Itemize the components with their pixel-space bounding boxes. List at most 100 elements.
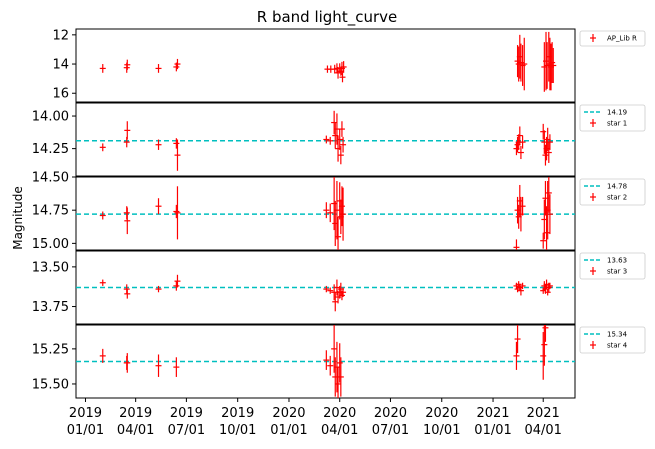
data-point — [550, 47, 557, 84]
panel-frame — [75, 28, 576, 103]
y-tick-label: 14 — [52, 58, 69, 73]
data-point — [155, 285, 162, 293]
data-point — [544, 289, 551, 296]
legend-label: 15.34 — [607, 331, 628, 339]
panel-star4: 15.25 15.50 15.34 star 4 — [32, 324, 646, 399]
panel-star3: 13.50 13.75 13.63 star 3 — [32, 250, 646, 325]
data-point — [331, 325, 338, 373]
data-point — [519, 135, 526, 149]
data-point — [340, 136, 347, 153]
data-point — [543, 31, 550, 91]
data-point — [540, 332, 547, 380]
data-point — [338, 121, 345, 137]
y-tick-label: 15.00 — [32, 237, 69, 252]
data-point — [323, 202, 330, 219]
x-tick-label: 01/01 — [270, 423, 307, 438]
data-point — [545, 142, 552, 163]
data-point — [174, 274, 181, 288]
x-tick-label: 04/01 — [524, 423, 561, 438]
x-tick-label: 07/01 — [168, 423, 205, 438]
y-tick-label: 13.75 — [32, 300, 69, 315]
data-point — [513, 239, 520, 250]
panel-ap-lib: 12 14 16 AP_Lib R — [52, 28, 646, 103]
data-point — [519, 282, 526, 290]
data-point — [124, 207, 131, 235]
data-point — [338, 186, 345, 227]
y-tick-label: 13.50 — [32, 260, 69, 275]
data-point — [323, 350, 330, 370]
data-point — [514, 325, 521, 354]
data-point — [340, 61, 347, 73]
x-tick-label: 2019 — [119, 406, 152, 421]
x-tick-label: 2021 — [476, 406, 509, 421]
data-point — [124, 121, 131, 140]
data-point — [515, 281, 522, 288]
x-tick-label: 01/01 — [474, 423, 511, 438]
x-tick-label: 10/01 — [219, 423, 256, 438]
legend-ap-lib: AP_Lib R — [579, 30, 646, 47]
data-point — [540, 232, 547, 249]
x-tick-label: 2019 — [221, 406, 254, 421]
legend-label: star 1 — [607, 120, 627, 128]
data-point — [516, 34, 523, 79]
data-point — [337, 357, 344, 397]
legend-label: 13.63 — [607, 257, 627, 265]
data-point — [327, 203, 334, 223]
legend-label: star 4 — [607, 342, 628, 350]
data-point — [517, 146, 524, 160]
data-point — [545, 177, 552, 213]
legend-label: 14.78 — [607, 183, 627, 191]
data-point — [545, 282, 552, 293]
data-point — [541, 325, 548, 366]
x-tick-label: 2020 — [374, 406, 407, 421]
chart-title: R band light_curve — [257, 8, 397, 27]
data-point — [323, 285, 330, 293]
data-point — [155, 139, 162, 150]
legend-star1: 14.19 star 1 — [579, 104, 646, 132]
data-point — [99, 348, 106, 363]
panel-star1: 14.00 14.25 14.19 star 1 — [32, 102, 646, 177]
x-tick-label: 2019 — [69, 406, 102, 421]
panel-data-star4 — [76, 325, 575, 398]
panel-data-ap-lib — [99, 31, 557, 92]
y-tick-label: 14.00 — [32, 110, 69, 125]
data-point — [331, 110, 338, 135]
data-point — [517, 285, 524, 296]
y-tick-label: 12 — [52, 28, 69, 43]
x-tick-label: 04/01 — [117, 423, 154, 438]
data-point — [174, 58, 181, 70]
x-tick-label: 01/01 — [67, 423, 104, 438]
panel-star2: 14.50 14.75 15.00 14.78 star 2 — [32, 171, 646, 252]
legend-star2: 14.78 star 2 — [579, 178, 646, 206]
data-point — [549, 42, 556, 84]
y-tick-label: 15.50 — [32, 377, 69, 392]
data-point — [521, 37, 528, 91]
data-point — [339, 72, 346, 83]
data-point — [336, 129, 343, 150]
data-point — [337, 146, 344, 165]
y-tick-label: 14.25 — [32, 142, 69, 157]
data-point — [124, 353, 131, 373]
data-point — [173, 357, 180, 377]
data-point — [546, 194, 553, 235]
x-tick-label: 07/01 — [372, 423, 409, 438]
data-point — [331, 284, 338, 301]
data-point — [173, 204, 180, 219]
data-point — [331, 177, 338, 231]
data-point — [519, 196, 526, 216]
data-point — [124, 289, 131, 299]
data-point — [516, 184, 523, 217]
x-tick-label: 2021 — [527, 406, 560, 421]
data-point — [546, 282, 553, 290]
x-tick-label: 04/01 — [321, 423, 358, 438]
legend-label: 14.19 — [607, 109, 627, 117]
data-point — [335, 216, 342, 250]
data-point — [99, 279, 106, 286]
panel-data-star1 — [76, 110, 575, 171]
legend-star3: 13.63 star 3 — [579, 252, 646, 280]
data-point — [543, 206, 550, 250]
data-point — [327, 355, 334, 376]
data-point — [546, 134, 553, 150]
data-point — [155, 354, 162, 377]
